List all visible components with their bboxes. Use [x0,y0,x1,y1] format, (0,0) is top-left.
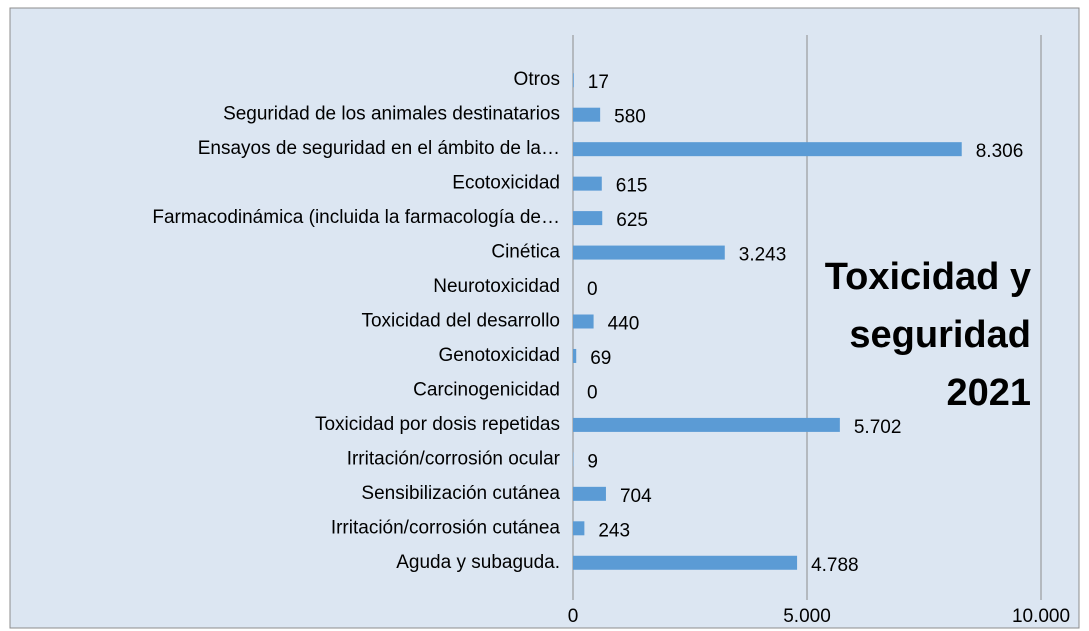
bar [573,142,962,157]
bar [573,73,574,88]
y-tick-label: Otros [514,69,560,90]
y-tick-label: Neurotoxicidad [433,276,560,297]
data-label: 69 [590,348,611,369]
y-tick-label: Cinética [491,242,560,263]
y-tick-label: Ensayos de seguridad en el ámbito de la… [198,138,560,159]
chart-title: Toxicidad y seguridad 2021 [824,256,1031,414]
bar [573,211,603,226]
data-label: 8.306 [976,141,1024,162]
y-tick-label: Toxicidad del desarrollo [361,311,560,332]
x-tick-label: 5.000 [783,606,831,627]
y-tick-label: Genotoxicidad [439,345,560,366]
y-tick-label: Irritación/corrosión cutánea [331,517,561,538]
data-label: 0 [587,279,598,300]
data-label: 4.788 [811,555,859,576]
y-tick-label: Farmacodinámica (incluida la farmacologí… [152,207,560,228]
data-label: 615 [616,176,648,197]
bar [573,107,601,122]
x-tick-label: 10.000 [1012,606,1070,627]
y-tick-label: Ecotoxicidad [452,173,560,194]
bar [573,555,798,570]
y-tick-label: Toxicidad por dosis repetidas [315,414,560,435]
y-tick-label: Aguda y subaguda. [396,552,560,573]
data-label: 9 [587,451,598,472]
data-label: 625 [616,210,648,231]
y-tick-label: Irritación/corrosión ocular [347,448,561,469]
x-tick-label: 0 [568,606,579,627]
background [9,7,1080,629]
data-label: 704 [620,486,652,507]
data-label: 0 [587,382,598,403]
y-tick-label: Sensibilización cutánea [361,483,560,504]
data-label: 580 [614,107,646,128]
y-tick-label: Carcinogenicidad [413,379,560,400]
bar [573,176,602,191]
bar [573,314,594,329]
data-label: 5.702 [854,417,902,438]
bar [573,348,577,363]
bar [573,486,606,501]
data-label: 3.243 [739,245,787,266]
y-tick-label: Seguridad de los animales destinatarios [223,104,560,125]
bar [573,245,725,260]
bar [573,521,585,536]
data-label: 243 [598,520,630,541]
bar [573,417,840,432]
data-label: 440 [608,314,640,335]
data-label: 17 [588,72,609,93]
